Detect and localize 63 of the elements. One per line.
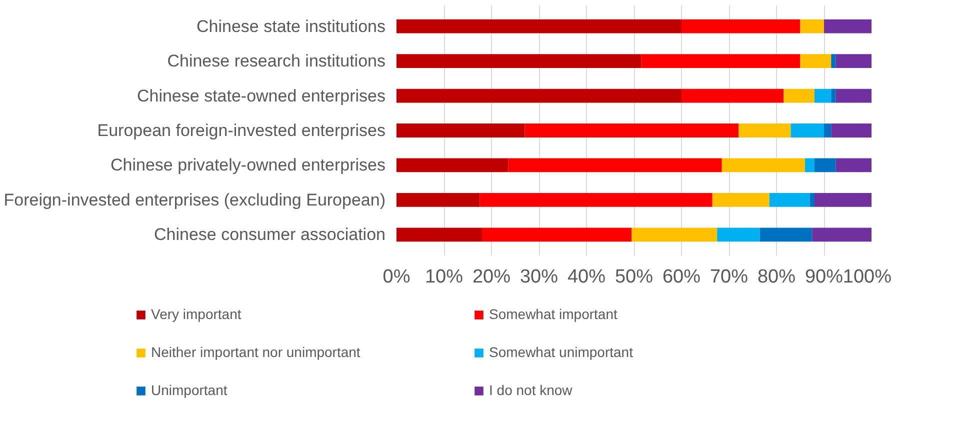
- bar: [769, 193, 810, 207]
- bar: [712, 193, 770, 207]
- bar: [836, 54, 872, 68]
- bar: [396, 54, 642, 68]
- bar: [790, 124, 824, 138]
- y-tick-label: Chinese consumer association: [154, 225, 386, 244]
- bar: [396, 228, 482, 242]
- bar: [396, 158, 508, 172]
- bar: [814, 88, 832, 103]
- bar: [812, 228, 872, 242]
- x-tick-label: 50%: [614, 266, 654, 288]
- legend-label: Somewhat unimportant: [489, 344, 634, 360]
- bar: [480, 193, 712, 207]
- y-tick-label: Chinese privately-owned enterprises: [110, 156, 386, 175]
- x-tick-label: 0%: [382, 266, 410, 288]
- bar: [632, 228, 718, 242]
- bar: [641, 54, 800, 68]
- bar: [824, 19, 872, 34]
- bar: [396, 193, 480, 207]
- x-tick-label: 70%: [710, 266, 748, 288]
- bar: [784, 88, 814, 103]
- bar: [396, 124, 525, 138]
- bar: [524, 124, 738, 138]
- legend-label: Somewhat important: [489, 306, 618, 322]
- x-tick-label: 60%: [662, 266, 701, 288]
- bar: [722, 158, 805, 172]
- bar: [831, 54, 836, 68]
- legend-label: Unimportant: [151, 382, 228, 398]
- x-tick-label: 90%: [804, 266, 844, 288]
- y-tick-label: Chinese research institutions: [167, 52, 386, 71]
- bar: [396, 88, 682, 103]
- bar: [760, 228, 812, 242]
- x-tick-label: 20%: [472, 266, 511, 288]
- legend-label: I do not know: [489, 382, 574, 398]
- bar: [805, 158, 814, 172]
- bar: [717, 228, 760, 242]
- bar: [800, 19, 824, 34]
- bar: [738, 124, 791, 138]
- y-tick-label: European foreign-invested enterprises: [97, 121, 386, 140]
- y-tick-label: Chinese state institutions: [196, 16, 386, 36]
- y-tick-label: Foreign-invested enterprises (excluding European): [4, 190, 386, 210]
- bar: [824, 124, 832, 138]
- bar: [682, 88, 784, 103]
- x-tick-label: 80%: [757, 266, 796, 288]
- bar: [831, 88, 836, 103]
- bar: [814, 158, 836, 172]
- y-tick-label: Chinese state-owned enterprises: [136, 86, 386, 106]
- x-tick-label: 30%: [520, 266, 558, 288]
- bar: [836, 88, 872, 103]
- bar: [814, 193, 872, 207]
- legend-label: Neither important nor unimportant: [151, 344, 362, 360]
- bar: [682, 19, 800, 34]
- bar: [800, 54, 832, 68]
- bar: [396, 19, 682, 34]
- bar: [810, 193, 814, 207]
- bar: [482, 228, 632, 242]
- x-tick-label: 100%: [842, 266, 892, 288]
- x-tick-label: 10%: [424, 266, 464, 288]
- bar: [508, 158, 722, 172]
- bar: [831, 124, 872, 138]
- legend-label: Very important: [151, 306, 242, 322]
- bar: [836, 158, 872, 172]
- x-tick-label: 40%: [567, 266, 606, 288]
